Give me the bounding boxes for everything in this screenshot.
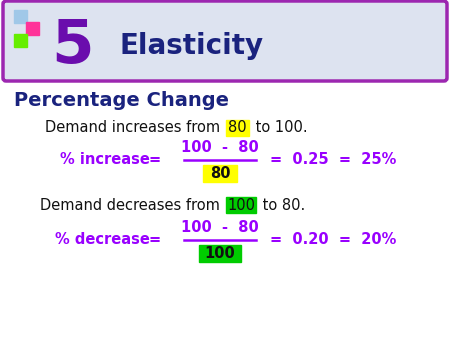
Text: % increase: % increase (60, 152, 150, 168)
Text: 5: 5 (51, 17, 93, 75)
Text: 100  -  80: 100 - 80 (181, 219, 259, 235)
Bar (14, 34, 27, 47)
Text: 100  -  80: 100 - 80 (181, 140, 259, 154)
Text: 100: 100 (205, 245, 235, 261)
Text: Demand decreases from: Demand decreases from (40, 197, 225, 213)
Text: Demand increases from: Demand increases from (45, 121, 225, 136)
Text: to 80.: to 80. (258, 197, 305, 213)
Text: 80: 80 (228, 121, 247, 136)
Bar (203, 165, 237, 182)
Text: to 100.: to 100. (251, 121, 308, 136)
Bar (226, 120, 249, 136)
Text: % decrease: % decrease (55, 233, 150, 247)
Text: Elasticity: Elasticity (120, 32, 264, 60)
Text: =: = (148, 152, 160, 168)
Text: =  0.25  =  25%: = 0.25 = 25% (270, 152, 396, 168)
Bar (26, 22, 39, 35)
FancyBboxPatch shape (3, 1, 447, 81)
Text: 80: 80 (210, 166, 230, 180)
Text: 100: 100 (227, 197, 255, 213)
Text: =: = (148, 233, 160, 247)
Bar (199, 244, 241, 262)
Text: =  0.20  =  20%: = 0.20 = 20% (270, 233, 396, 247)
Bar (226, 197, 256, 213)
Bar (14, 10, 27, 23)
Text: Percentage Change: Percentage Change (14, 91, 229, 110)
